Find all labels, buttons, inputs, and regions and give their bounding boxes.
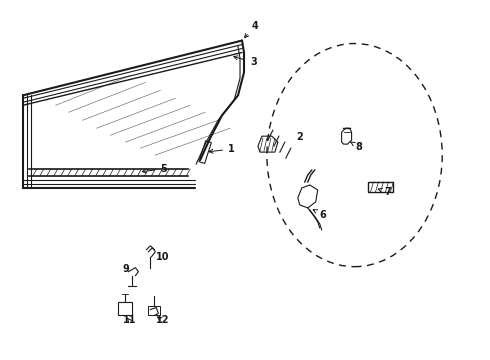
Text: 11: 11 xyxy=(122,315,136,325)
Text: 4: 4 xyxy=(245,21,259,38)
Bar xyxy=(119,302,132,315)
Text: 3: 3 xyxy=(234,56,257,67)
Text: 8: 8 xyxy=(350,142,363,152)
Text: 9: 9 xyxy=(122,264,129,274)
Bar xyxy=(148,306,160,315)
Text: 12: 12 xyxy=(156,315,170,325)
Text: 1: 1 xyxy=(209,144,235,154)
Text: 2: 2 xyxy=(296,132,302,142)
Text: 7: 7 xyxy=(378,187,391,197)
Bar xyxy=(368,182,393,192)
Text: 10: 10 xyxy=(156,252,170,262)
Text: 6: 6 xyxy=(313,210,326,220)
Text: 5: 5 xyxy=(142,164,167,174)
